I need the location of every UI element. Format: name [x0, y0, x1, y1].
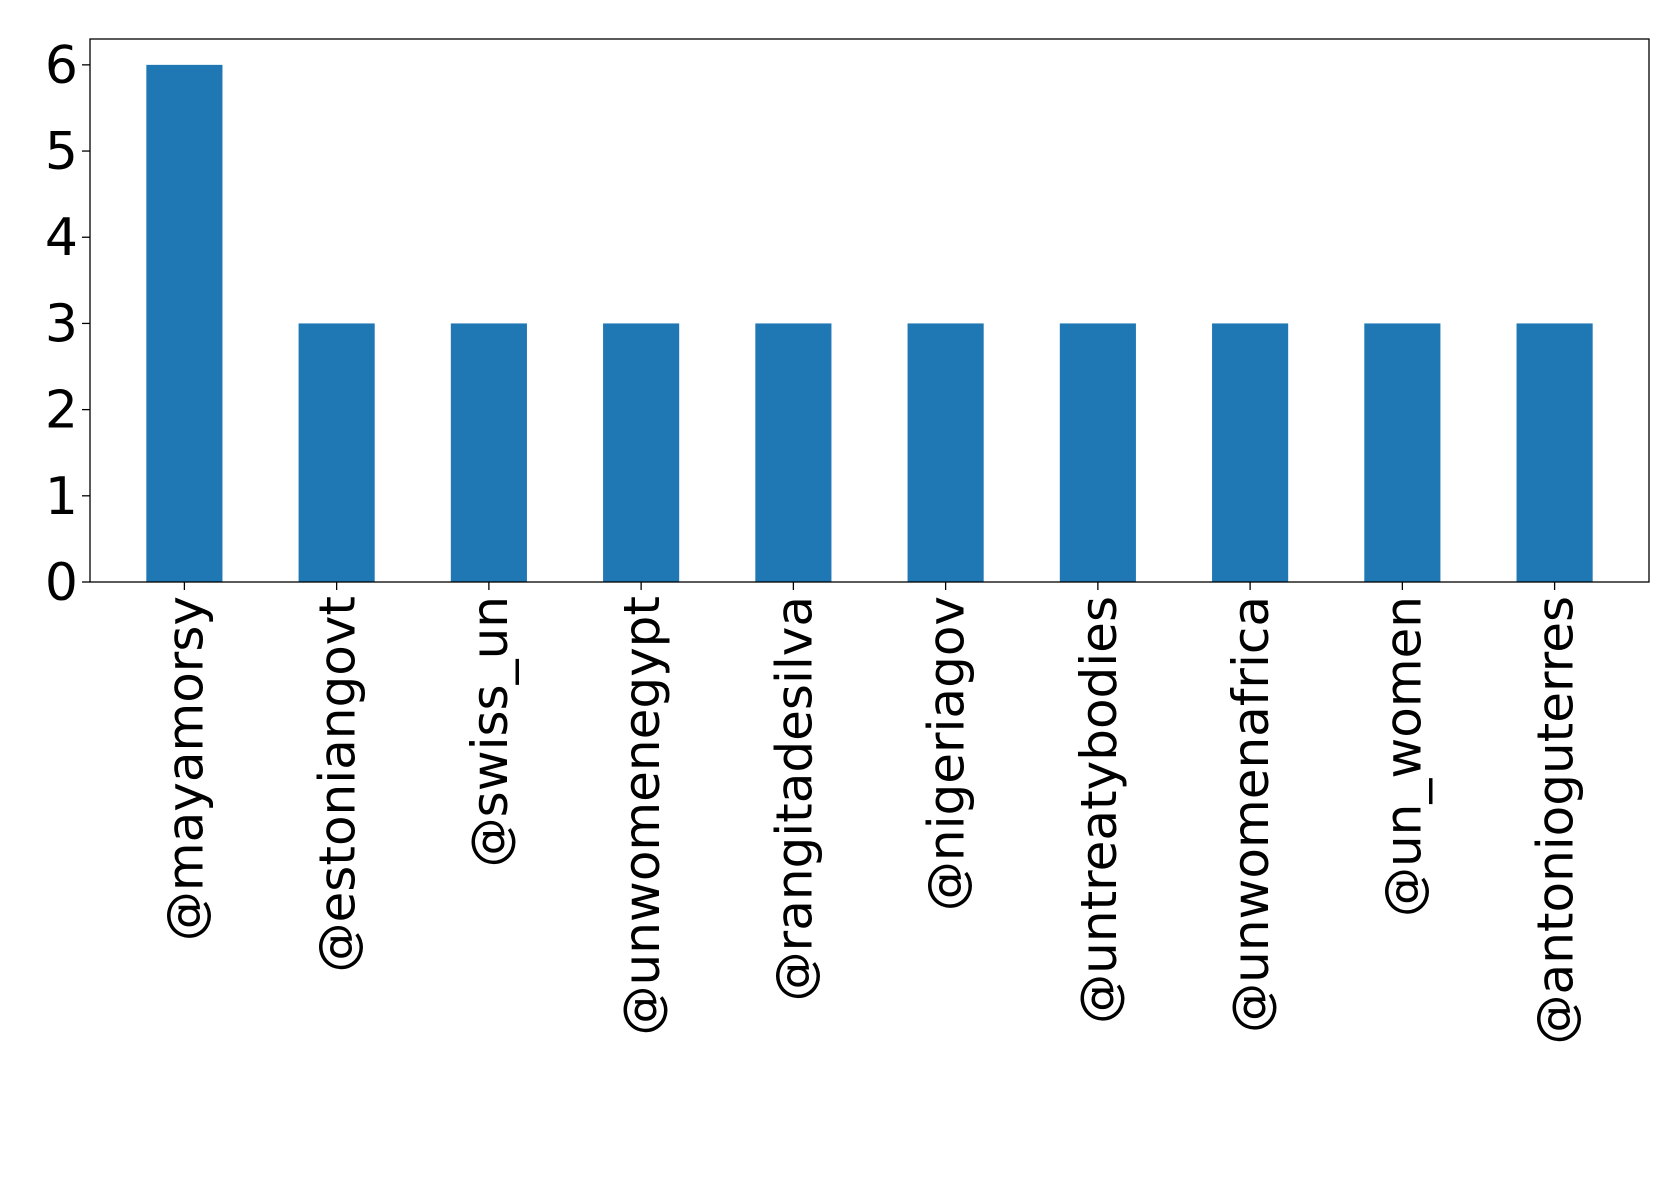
bar-nigeriagov: [907, 323, 984, 582]
plot-frame: [89, 38, 1650, 583]
bar-mayamorsy: [146, 64, 223, 583]
bar-untreatybodies: [1059, 323, 1136, 582]
x-tick-label: @antonioguterres: [1527, 596, 1585, 1044]
x-axis: @mayamorsy @estoniangovt @swiss_un @unwomen…: [156, 582, 1585, 1044]
y-tick-label: 1: [45, 467, 78, 527]
x-tick-label: @untreatybodies: [1070, 596, 1128, 1024]
x-tick-label: @un_women: [1374, 596, 1432, 917]
x-tick-label: @mayamorsy: [156, 596, 214, 941]
x-tick-label: @rangitadesilva: [765, 596, 823, 1001]
x-tick-label: @unwomenafrica: [1222, 596, 1280, 1033]
x-tick-label: @swiss_un: [461, 596, 519, 867]
bar-unwomenegypt: [603, 323, 680, 582]
bar-unwomen: [1364, 323, 1441, 582]
bar-estoniangovt: [298, 323, 375, 582]
y-tick-label: 5: [45, 122, 78, 182]
x-tick-label: @estoniangovt: [309, 596, 367, 972]
y-tick-label: 3: [45, 294, 78, 354]
bar-antonioguterres: [1516, 323, 1593, 582]
y-tick-label: 4: [45, 208, 78, 268]
bars-group: [146, 64, 1593, 583]
y-axis: 0 1 2 3 4 5 6: [45, 36, 90, 613]
bar-rangitadesilva: [755, 323, 832, 582]
x-tick-label: @nigeriagov: [918, 596, 976, 911]
bar-unwomenafrica: [1212, 323, 1289, 582]
y-tick-label: 6: [45, 36, 78, 96]
x-tick-label: @unwomenegypt: [613, 596, 671, 1035]
y-tick-label: 0: [45, 553, 78, 613]
bar-swissun: [450, 323, 527, 582]
y-tick-label: 2: [45, 381, 78, 441]
